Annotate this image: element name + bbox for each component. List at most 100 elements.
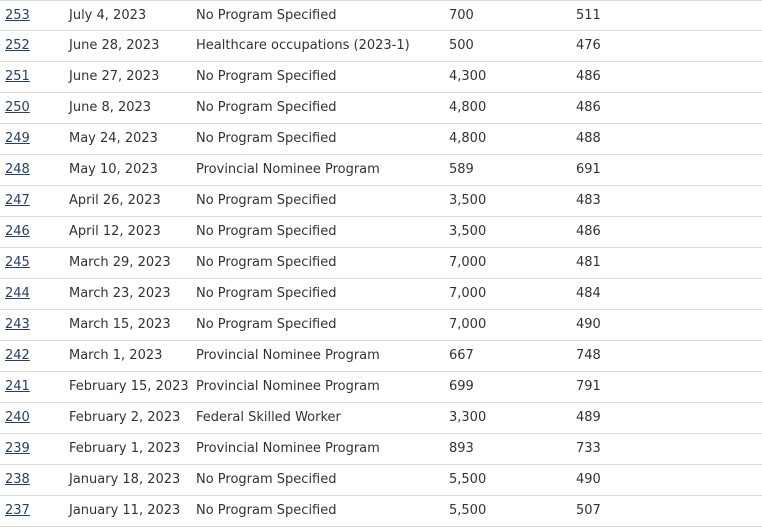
round-date-cell: May 24, 2023	[69, 131, 158, 146]
crs-score-cell: 486	[576, 100, 601, 115]
round-date-cell: March 15, 2023	[69, 317, 171, 332]
round-date-cell: May 10, 2023	[69, 162, 158, 177]
round-number-link[interactable]: 246	[5, 224, 30, 239]
round-number-cell: 238	[5, 465, 30, 495]
round-number-link[interactable]: 241	[5, 379, 30, 394]
table-row: 253 July 4, 2023 No Program Specified 70…	[0, 1, 762, 31]
crs-score-cell: 511	[576, 8, 601, 23]
round-program-cell: No Program Specified	[196, 193, 337, 208]
round-program-cell: Federal Skilled Worker	[196, 410, 341, 425]
round-program-cell: Provincial Nominee Program	[196, 348, 380, 363]
round-number-cell: 239	[5, 434, 30, 464]
round-program-cell: No Program Specified	[196, 503, 337, 518]
round-number-link[interactable]: 248	[5, 162, 30, 177]
invitations-issued-cell: 5,500	[449, 472, 487, 487]
crs-score-cell: 791	[576, 379, 601, 394]
table-row: 249 May 24, 2023 No Program Specified 4,…	[0, 124, 762, 155]
round-program-cell: Provincial Nominee Program	[196, 162, 380, 177]
table-row: 242 March 1, 2023 Provincial Nominee Pro…	[0, 341, 762, 372]
table-row: 251 June 27, 2023 No Program Specified 4…	[0, 62, 762, 93]
round-number-link[interactable]: 245	[5, 255, 30, 270]
round-program-cell: No Program Specified	[196, 69, 337, 84]
round-number-cell: 240	[5, 403, 30, 433]
invitations-issued-cell: 3,500	[449, 224, 487, 239]
round-number-link[interactable]: 250	[5, 100, 30, 115]
invitations-issued-cell: 893	[449, 441, 474, 456]
round-program-cell: No Program Specified	[196, 255, 337, 270]
invitations-issued-cell: 667	[449, 348, 474, 363]
table-row: 245 March 29, 2023 No Program Specified …	[0, 248, 762, 279]
crs-score-cell: 483	[576, 193, 601, 208]
crs-score-cell: 481	[576, 255, 601, 270]
round-number-cell: 241	[5, 372, 30, 402]
round-date-cell: February 2, 2023	[69, 410, 181, 425]
table-row: 252 June 28, 2023 Healthcare occupations…	[0, 31, 762, 62]
round-date-cell: March 1, 2023	[69, 348, 163, 363]
table-row: 237 January 11, 2023 No Program Specifie…	[0, 496, 762, 527]
round-number-link[interactable]: 240	[5, 410, 30, 425]
round-program-cell: No Program Specified	[196, 8, 337, 23]
round-number-cell: 252	[5, 31, 30, 61]
table-row: 239 February 1, 2023 Provincial Nominee …	[0, 434, 762, 465]
round-date-cell: June 28, 2023	[69, 38, 160, 53]
table-row: 247 April 26, 2023 No Program Specified …	[0, 186, 762, 217]
crs-score-cell: 490	[576, 317, 601, 332]
invitations-issued-cell: 3,300	[449, 410, 487, 425]
invitations-issued-cell: 500	[449, 38, 474, 53]
round-number-cell: 249	[5, 124, 30, 154]
round-date-cell: February 1, 2023	[69, 441, 181, 456]
crs-score-cell: 486	[576, 224, 601, 239]
invitations-issued-cell: 700	[449, 8, 474, 23]
table-row: 248 May 10, 2023 Provincial Nominee Prog…	[0, 155, 762, 186]
round-number-cell: 242	[5, 341, 30, 371]
invitations-issued-cell: 699	[449, 379, 474, 394]
round-number-link[interactable]: 239	[5, 441, 30, 456]
round-number-link[interactable]: 253	[5, 8, 30, 23]
round-date-cell: April 26, 2023	[69, 193, 161, 208]
round-number-link[interactable]: 237	[5, 503, 30, 518]
round-number-cell: 244	[5, 279, 30, 309]
round-number-link[interactable]: 252	[5, 38, 30, 53]
table-row: 241 February 15, 2023 Provincial Nominee…	[0, 372, 762, 403]
crs-score-cell: 486	[576, 69, 601, 84]
round-date-cell: January 18, 2023	[69, 472, 181, 487]
crs-score-cell: 490	[576, 472, 601, 487]
round-number-link[interactable]: 249	[5, 131, 30, 146]
table-row: 250 June 8, 2023 No Program Specified 4,…	[0, 93, 762, 124]
round-number-link[interactable]: 244	[5, 286, 30, 301]
round-program-cell: No Program Specified	[196, 224, 337, 239]
round-program-cell: No Program Specified	[196, 131, 337, 146]
crs-score-cell: 488	[576, 131, 601, 146]
invitations-issued-cell: 7,000	[449, 286, 487, 301]
round-number-cell: 246	[5, 217, 30, 247]
invitations-issued-cell: 4,300	[449, 69, 487, 84]
table-row: 238 January 18, 2023 No Program Specifie…	[0, 465, 762, 496]
round-program-cell: No Program Specified	[196, 100, 337, 115]
crs-score-cell: 748	[576, 348, 601, 363]
round-date-cell: June 27, 2023	[69, 69, 160, 84]
round-date-cell: March 29, 2023	[69, 255, 171, 270]
round-program-cell: Provincial Nominee Program	[196, 379, 380, 394]
round-program-cell: Healthcare occupations (2023-1)	[196, 38, 410, 53]
invitations-issued-cell: 4,800	[449, 100, 487, 115]
round-number-link[interactable]: 247	[5, 193, 30, 208]
invitations-issued-cell: 7,000	[449, 317, 487, 332]
table-row: 240 February 2, 2023 Federal Skilled Wor…	[0, 403, 762, 434]
round-number-link[interactable]: 242	[5, 348, 30, 363]
table-row: 243 March 15, 2023 No Program Specified …	[0, 310, 762, 341]
round-program-cell: No Program Specified	[196, 286, 337, 301]
round-date-cell: March 23, 2023	[69, 286, 171, 301]
round-number-link[interactable]: 243	[5, 317, 30, 332]
round-number-cell: 247	[5, 186, 30, 216]
round-number-cell: 243	[5, 310, 30, 340]
round-date-cell: June 8, 2023	[69, 100, 152, 115]
crs-score-cell: 484	[576, 286, 601, 301]
round-number-link[interactable]: 238	[5, 472, 30, 487]
round-number-cell: 250	[5, 93, 30, 123]
crs-score-cell: 476	[576, 38, 601, 53]
round-number-link[interactable]: 251	[5, 69, 30, 84]
round-date-cell: July 4, 2023	[69, 8, 147, 23]
crs-score-cell: 507	[576, 503, 601, 518]
invitations-issued-cell: 7,000	[449, 255, 487, 270]
